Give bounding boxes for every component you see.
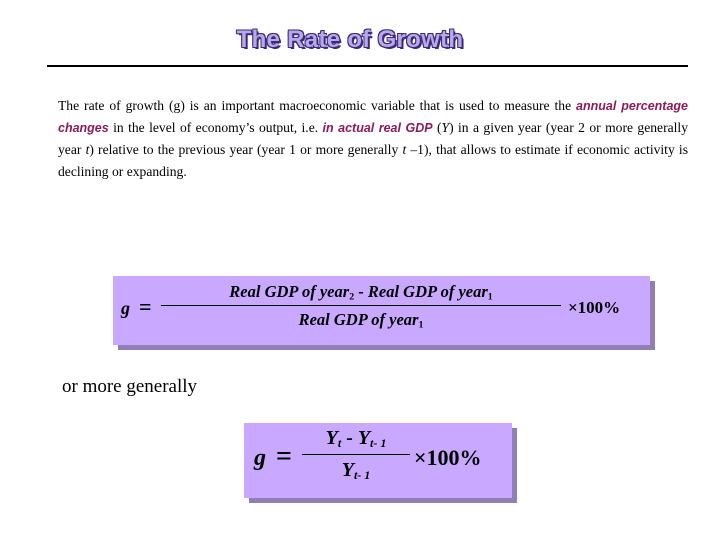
fraction-bar xyxy=(161,305,561,307)
numerator-term: Y xyxy=(357,427,371,449)
paragraph-text: ( xyxy=(432,120,442,135)
minus-sign: - xyxy=(341,427,358,449)
subscript: t- 1 xyxy=(353,468,371,482)
paragraph-text: The rate of growth (g) is an important m… xyxy=(58,98,577,113)
denominator-term: Real GDP of year xyxy=(298,310,419,330)
formula-numerator: Real GDP of year2 - Real GDP of year1 xyxy=(161,282,561,302)
formula-times-100: ×100% xyxy=(414,445,482,470)
subscript: t- 1 xyxy=(370,436,387,450)
paragraph-text: in the level of economy’s output, i.e. xyxy=(108,120,323,135)
formula-denominator: Yt- 1 xyxy=(302,459,410,483)
numerator-term: Y xyxy=(325,427,338,449)
variable-y: Y xyxy=(441,120,450,135)
denominator-term: Y xyxy=(341,459,354,481)
title-divider xyxy=(47,65,688,67)
formula-equals: = xyxy=(276,441,292,472)
formula-denominator: Real GDP of year1 xyxy=(161,310,561,330)
subscript: t xyxy=(337,436,342,450)
paragraph-text: ) in a given year (year 2 or more genera… xyxy=(58,120,688,157)
growth-formula-gdp: g = Real GDP of year2 - Real GDP of year… xyxy=(113,276,650,345)
formula-lhs: g xyxy=(254,445,266,471)
formula-numerator: Yt - Yt- 1 xyxy=(302,427,410,451)
highlight-actual-real-gdp: in actual real GDP xyxy=(322,121,433,135)
connector-text: or more generally xyxy=(62,376,198,397)
formula-equals: = xyxy=(139,294,152,319)
formula-fraction: Yt - Yt- 1 Yt- 1 xyxy=(302,427,410,483)
numerator-term: Real GDP of year xyxy=(367,282,488,301)
formula-lhs: g xyxy=(121,298,130,318)
minus-sign: - xyxy=(354,282,368,301)
page-title: The Rate of Growth xyxy=(236,26,464,53)
numerator-term: Real GDP of year xyxy=(229,282,350,301)
paragraph-text: ) relative to the previous year (year 1 … xyxy=(89,142,403,157)
highlight-annual-percentage-changes: annual percentage changes xyxy=(58,99,688,135)
growth-formula-general: g = Yt - Yt- 1 Yt- 1 ×100% xyxy=(244,423,512,498)
variable-t: t xyxy=(85,142,90,157)
definition-paragraph: The rate of growth (g) is an important m… xyxy=(58,95,688,183)
paragraph-text: –1), that allows to estimate if economic… xyxy=(58,142,688,179)
subscript: 1 xyxy=(487,291,493,303)
variable-t: t xyxy=(402,142,407,157)
formula-times-100: ×100% xyxy=(568,298,621,317)
subscript: 1 xyxy=(418,319,424,331)
subscript: 2 xyxy=(349,291,355,303)
formula-fraction: Real GDP of year2 - Real GDP of year1 Re… xyxy=(161,282,561,331)
fraction-bar xyxy=(302,454,410,455)
